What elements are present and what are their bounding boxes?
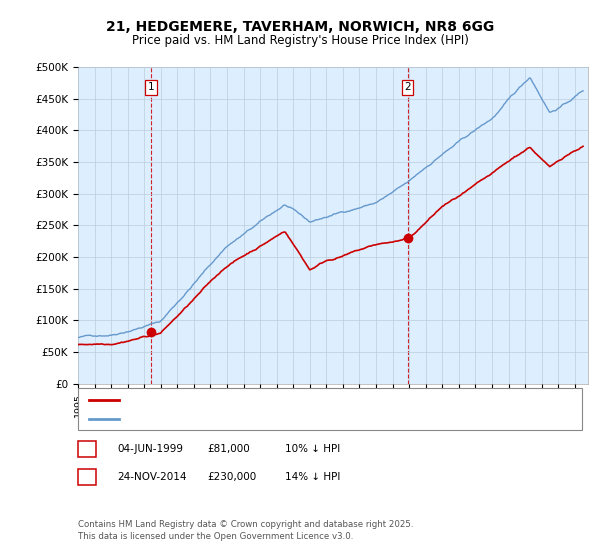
Text: Price paid vs. HM Land Registry's House Price Index (HPI): Price paid vs. HM Land Registry's House … — [131, 34, 469, 46]
Text: £230,000: £230,000 — [207, 472, 256, 482]
Text: 21, HEDGEMERE, TAVERHAM, NORWICH, NR8 6GG (detached house): 21, HEDGEMERE, TAVERHAM, NORWICH, NR8 6G… — [126, 395, 467, 405]
Text: 1: 1 — [83, 444, 91, 454]
Text: 1: 1 — [148, 82, 155, 92]
Text: 24-NOV-2014: 24-NOV-2014 — [117, 472, 187, 482]
Text: 04-JUN-1999: 04-JUN-1999 — [117, 444, 183, 454]
Text: £81,000: £81,000 — [207, 444, 250, 454]
Text: Contains HM Land Registry data © Crown copyright and database right 2025.
This d: Contains HM Land Registry data © Crown c… — [78, 520, 413, 541]
Text: 21, HEDGEMERE, TAVERHAM, NORWICH, NR8 6GG: 21, HEDGEMERE, TAVERHAM, NORWICH, NR8 6G… — [106, 20, 494, 34]
Text: 2: 2 — [83, 472, 91, 482]
Text: 10% ↓ HPI: 10% ↓ HPI — [285, 444, 340, 454]
Text: 2: 2 — [404, 82, 411, 92]
Text: 14% ↓ HPI: 14% ↓ HPI — [285, 472, 340, 482]
Text: HPI: Average price, detached house, Broadland: HPI: Average price, detached house, Broa… — [126, 414, 361, 424]
